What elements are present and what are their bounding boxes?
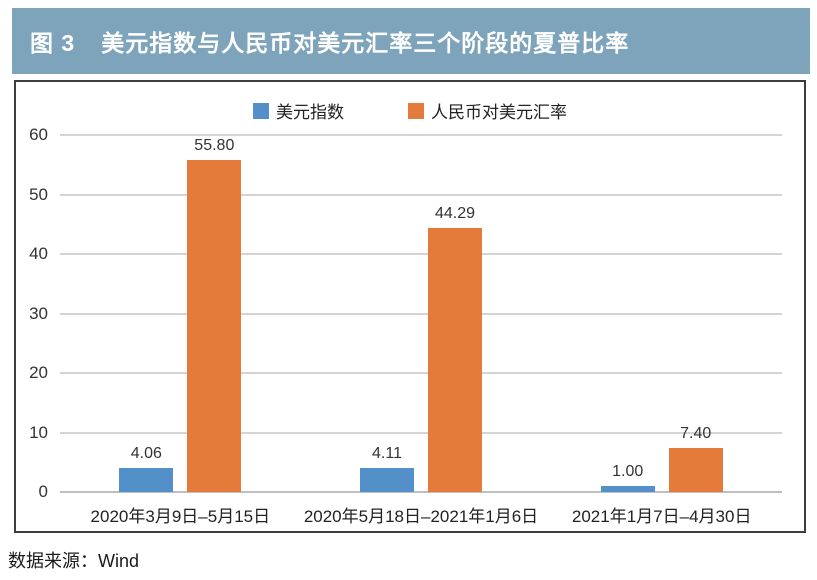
legend-label: 美元指数 xyxy=(276,103,344,122)
gridline xyxy=(60,134,782,136)
gridline xyxy=(60,431,782,434)
y-tick-label: 60 xyxy=(29,125,48,144)
x-category-label: 2020年5月18日–2021年1月6日 xyxy=(303,507,539,526)
figure-title: 美元指数与人民币对美元汇率三个阶段的夏普比率 xyxy=(101,30,630,56)
y-tick-label: 20 xyxy=(29,363,48,382)
chart-legend: 美元指数 人民币对美元汇率 xyxy=(16,98,804,123)
bar-group: 4.11 44.29 2020年5月18日–2021年1月6日 xyxy=(301,135,542,526)
x-category-label: 2020年3月9日–5月15日 xyxy=(90,507,271,526)
figure-title-bar: 图 3 美元指数与人民币对美元汇率三个阶段的夏普比率 xyxy=(12,8,810,74)
chart-frame: 美元指数 人民币对美元汇率 0 10 20 30 40 50 60 4.06 55.80 2020年… xyxy=(14,80,806,533)
figure-number-label: 图 3 xyxy=(30,30,76,56)
bar-usd-index: 4.11 xyxy=(360,445,414,492)
bar-group: 1.00 7.40 2021年1月7日–4月30日 xyxy=(541,135,782,526)
y-tick-label: 10 xyxy=(29,422,48,442)
y-tick-label: 50 xyxy=(29,184,48,204)
bar-value-label: 44.29 xyxy=(434,205,476,223)
gridline xyxy=(60,253,782,255)
bar-cny-usd-rate: 55.80 xyxy=(187,137,242,492)
x-axis-line xyxy=(60,491,782,493)
gridline xyxy=(60,372,782,374)
bar-cny-usd-rate: 7.40 xyxy=(668,425,723,492)
bar-value-label: 1.00 xyxy=(612,463,644,481)
bar-value-label: 4.06 xyxy=(130,444,162,462)
bar-value-label: 55.80 xyxy=(194,137,235,154)
data-source-caption: 数据来源：Wind xyxy=(8,551,140,571)
plot-area: 0 10 20 30 40 50 60 4.06 55.80 2020年3月9日–5月15日 4.1… xyxy=(29,125,782,526)
legend-item-cny-usd-rate: 人民币对美元汇率 xyxy=(408,98,567,123)
gridline xyxy=(60,193,782,196)
bar-cny-usd-rate: 44.29 xyxy=(428,205,482,492)
legend-label: 人民币对美元汇率 xyxy=(431,103,567,122)
legend-swatch-cny-usd-rate xyxy=(408,102,424,119)
bar-usd-index: 1.00 xyxy=(600,463,655,492)
bar-usd-index: 4.06 xyxy=(119,445,174,492)
legend-swatch-usd-index xyxy=(253,102,269,119)
y-tick-label: 0 xyxy=(38,482,48,501)
y-tick-label: 30 xyxy=(29,303,48,323)
x-category-label: 2021年1月7日–4月30日 xyxy=(571,507,752,526)
gridline xyxy=(60,312,782,315)
y-tick-label: 40 xyxy=(29,244,48,263)
bar-group: 4.06 55.80 2020年3月9日–5月15日 xyxy=(60,135,301,526)
bar-value-label: 4.11 xyxy=(372,444,402,462)
bar-value-label: 7.40 xyxy=(680,424,712,442)
bar-groups: 4.06 55.80 2020年3月9日–5月15日 4.11 44.29 2020年5月… xyxy=(60,135,782,526)
legend-item-usd-index: 美元指数 xyxy=(253,98,344,123)
